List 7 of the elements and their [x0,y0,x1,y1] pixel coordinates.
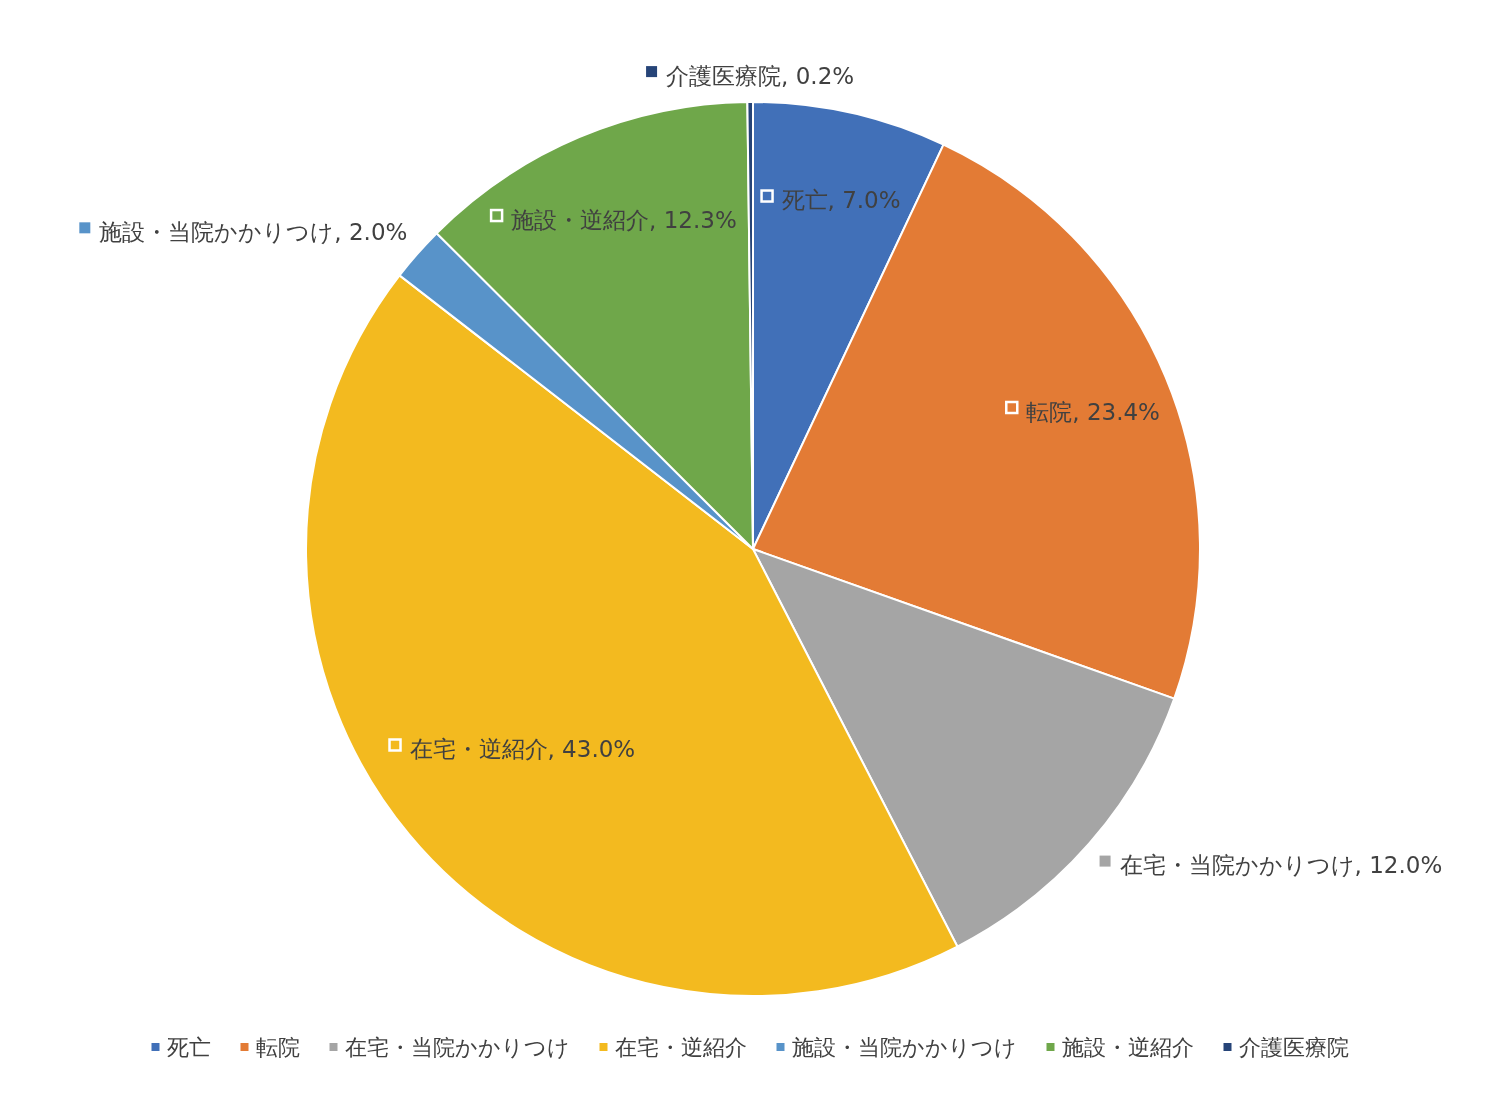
legend-label: 施設・逆紹介 [1061,1034,1194,1060]
legend-label: 転院 [255,1034,300,1060]
legend-label: 介護医療院 [1238,1034,1349,1060]
legend-label: 在宅・当院かかりつけ [344,1034,570,1060]
legend-label: 在宅・逆紹介 [614,1034,747,1060]
legend-label: 施設・当院かかりつけ [791,1034,1017,1060]
legend-label: 死亡 [166,1034,211,1060]
